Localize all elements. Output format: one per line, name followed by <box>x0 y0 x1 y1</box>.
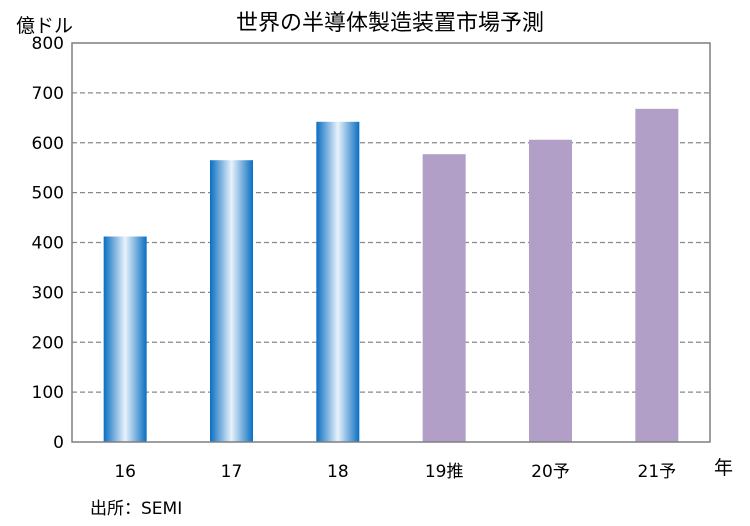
plot-area-frame <box>71 42 711 443</box>
bar-21予 <box>635 108 679 443</box>
x-category-label: 17 <box>221 462 243 482</box>
bars <box>103 108 679 443</box>
y-tick-label: 700 <box>32 84 64 104</box>
bar-20予 <box>529 139 572 442</box>
x-axis-labels: 16 17 18 19推 20予 21予 <box>114 462 676 482</box>
x-axis-unit-label: 年 <box>714 457 733 479</box>
x-category-label: 21予 <box>638 462 677 482</box>
gridlines <box>72 92 710 393</box>
y-tick-label: 800 <box>32 34 64 54</box>
bar-16 <box>103 236 147 442</box>
bar-19推 <box>422 154 466 442</box>
y-tick-label: 500 <box>32 184 64 204</box>
y-tick-label: 100 <box>32 383 64 403</box>
chart-title: 世界の半導体製造装置市場予測 <box>236 11 544 36</box>
y-tick-label: 400 <box>32 234 64 254</box>
y-axis-unit-label: 億ドル <box>16 15 73 37</box>
x-category-label: 20予 <box>531 462 570 482</box>
x-category-label: 18 <box>327 462 349 482</box>
x-category-label: 16 <box>114 462 136 482</box>
source-note: 出所：SEMI <box>90 499 182 519</box>
y-tick-label: 600 <box>32 134 64 154</box>
x-category-label: 19推 <box>425 462 464 482</box>
y-tick-label: 300 <box>32 283 64 303</box>
y-tick-label: 200 <box>32 333 64 353</box>
y-axis-ticks: 0 100 200 300 400 500 600 700 800 <box>32 34 64 453</box>
y-tick-label: 0 <box>53 433 64 453</box>
bar-18 <box>316 121 360 443</box>
bar-17 <box>210 160 253 443</box>
